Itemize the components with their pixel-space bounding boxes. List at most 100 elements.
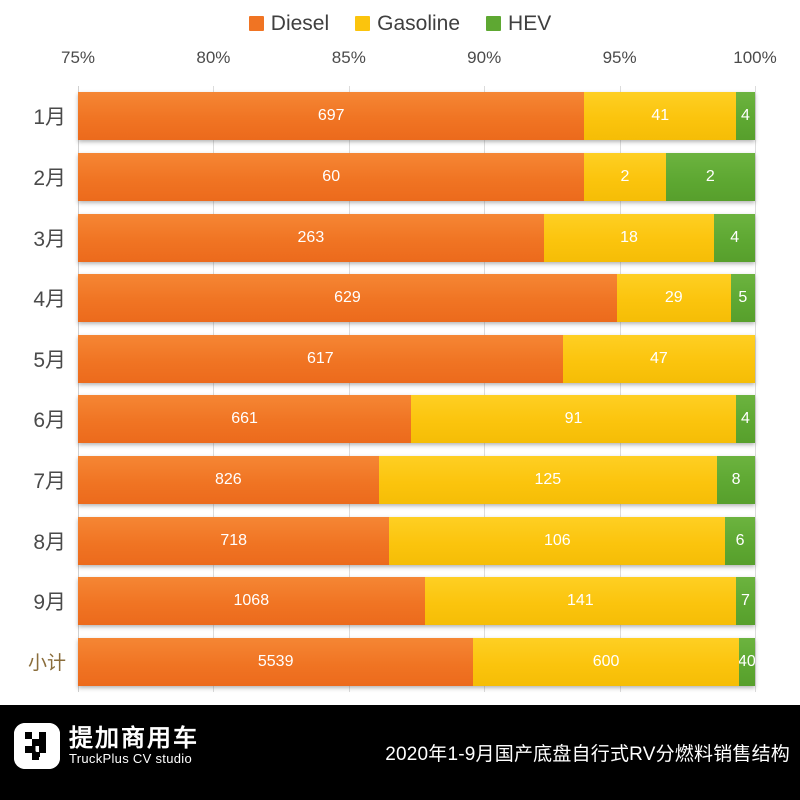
bar-value-label: 2 (705, 167, 715, 185)
bar-value-label: 18 (620, 228, 638, 246)
legend-label-diesel: Diesel (270, 11, 330, 35)
stacked-bar[interactable]: 697 41 4 (78, 92, 755, 141)
bar-segment-hev[interactable]: 40 (738, 637, 755, 686)
bar-value-label: 600 (592, 652, 620, 670)
bar-segment-gasoline[interactable]: 2 (584, 152, 666, 201)
stacked-bar[interactable]: 661 91 4 (78, 395, 755, 444)
y-axis-label-9: 9月 (33, 591, 66, 615)
bar-segment-gasoline[interactable]: 106 (389, 516, 726, 565)
bar-segment-hev[interactable]: 7 (736, 577, 755, 626)
bar-segment-gasoline[interactable]: 47 (562, 334, 755, 383)
bar-segment-diesel[interactable]: 661 (78, 395, 412, 444)
legend-item-diesel[interactable]: Diesel (248, 11, 330, 35)
gridline (78, 86, 79, 692)
legend-swatch-diesel-icon (248, 15, 264, 31)
bar-value-label: 4 (730, 228, 740, 246)
bar-value-label: 617 (307, 349, 334, 367)
bar-segment-gasoline[interactable]: 600 (473, 637, 739, 686)
bar-segment-gasoline[interactable]: 41 (584, 92, 737, 141)
bar-segment-gasoline[interactable]: 125 (378, 455, 718, 504)
bar-value-label: 629 (334, 289, 361, 307)
bar-segment-diesel[interactable]: 263 (78, 213, 544, 262)
chart-legend: Diesel Gasoline HEV (0, 8, 800, 38)
bar-value-label: 5539 (257, 652, 294, 670)
bar-row: 617 47 (78, 334, 755, 383)
gridline (213, 86, 215, 692)
bar-segment-hev[interactable]: 4 (714, 213, 755, 262)
footer-bar: 提加商用车 TruckPlus CV studio 2020年1-9月国产底盘自… (0, 705, 800, 800)
legend-label-hev: HEV (508, 11, 552, 35)
bar-row: 1068 141 7 (78, 577, 755, 626)
y-axis-label-5: 5月 (33, 348, 66, 372)
bar-value-label: 4 (741, 410, 750, 428)
bar-segment-gasoline[interactable]: 18 (543, 213, 715, 262)
y-axis-label-7: 7月 (33, 469, 66, 493)
stacked-bar[interactable]: 617 47 (78, 334, 755, 383)
bar-segment-hev[interactable]: 5 (730, 274, 755, 323)
bar-segment-hev[interactable]: 4 (736, 92, 755, 141)
stacked-bar[interactable]: 1068 141 7 (78, 577, 755, 626)
bar-value-label: 718 (220, 531, 248, 549)
bar-value-label: 47 (649, 349, 668, 367)
bar-value-label: 4 (741, 107, 750, 125)
legend-item-hev[interactable]: HEV (486, 13, 551, 34)
bar-row: 661 91 4 (78, 395, 755, 444)
gridline (484, 86, 486, 692)
bar-row: 718 106 6 (78, 516, 755, 565)
x-tick-label: 85% (331, 48, 366, 67)
brand-name-cn: 提加商用车 (69, 724, 199, 752)
bar-segment-hev[interactable]: 4 (736, 395, 755, 444)
bar-value-label: 141 (566, 592, 594, 610)
stacked-bar[interactable]: 5539 600 40 (78, 637, 755, 686)
x-axis-ticks: 75% 80% 85% 90% 95% 100% (0, 48, 800, 74)
bar-segment-diesel[interactable]: 617 (78, 334, 563, 383)
gridline (619, 86, 621, 692)
y-axis-label-6: 6月 (33, 409, 66, 433)
bar-segment-diesel[interactable]: 718 (78, 516, 390, 565)
bar-segment-diesel[interactable]: 697 (78, 92, 585, 141)
stacked-bar[interactable]: 826 125 8 (78, 455, 755, 504)
legend-swatch-gasoline-icon (355, 15, 371, 31)
bar-value-label: 106 (543, 531, 571, 549)
bar-segment-diesel[interactable]: 1068 (78, 577, 425, 626)
bar-segment-diesel[interactable]: 826 (78, 455, 379, 504)
bar-segment-gasoline[interactable]: 91 (411, 395, 737, 444)
bar-value-label: 60 (322, 167, 341, 185)
y-axis-label-10: 小计 (27, 653, 66, 675)
legend-label-gasoline: Gasoline (377, 11, 461, 35)
bar-row: 263 18 4 (78, 213, 755, 262)
bar-segment-hev[interactable]: 2 (665, 152, 755, 201)
bar-segment-hev[interactable]: 6 (725, 516, 755, 565)
bar-row: 5539 600 40 (78, 637, 755, 686)
bar-row: 629 29 5 (78, 274, 755, 323)
x-tick-label: 80% (196, 48, 231, 67)
x-tick-label: 90% (467, 48, 502, 67)
bar-segment-hev[interactable]: 8 (717, 455, 755, 504)
x-tick-label: 100% (733, 48, 777, 67)
bar-value-label: 826 (214, 470, 242, 488)
stacked-bar[interactable]: 718 106 6 (78, 516, 755, 565)
stacked-bar[interactable]: 629 29 5 (78, 274, 755, 323)
bar-row: 60 2 2 (78, 152, 755, 201)
bar-segment-gasoline[interactable]: 141 (424, 577, 737, 626)
y-axis-label-3: 3月 (33, 227, 66, 251)
y-axis-label-4: 4月 (33, 288, 66, 312)
legend-swatch-hev-icon (486, 15, 502, 31)
legend-item-gasoline[interactable]: Gasoline (355, 13, 460, 34)
y-axis-label-2: 2月 (33, 166, 66, 190)
bar-segment-diesel[interactable]: 5539 (78, 637, 474, 686)
bar-value-label: 697 (317, 107, 345, 125)
bar-value-label: 29 (664, 289, 683, 307)
bar-segment-diesel[interactable]: 60 (78, 152, 585, 201)
stacked-bar[interactable]: 263 18 4 (78, 213, 755, 262)
bar-rows: 697 41 4 60 2 2 263 18 4 629 29 5 617 47 661 91 4 826 125 8… (78, 86, 755, 692)
x-tick-label: 95% (602, 48, 637, 67)
bar-value-label: 2 (620, 167, 630, 185)
gridlines (78, 86, 756, 692)
bar-segment-diesel[interactable]: 629 (78, 274, 617, 323)
bar-segment-gasoline[interactable]: 29 (616, 274, 731, 323)
stacked-bar[interactable]: 60 2 2 (78, 152, 755, 201)
bar-value-label: 125 (534, 470, 562, 488)
bar-value-label: 661 (231, 410, 258, 428)
